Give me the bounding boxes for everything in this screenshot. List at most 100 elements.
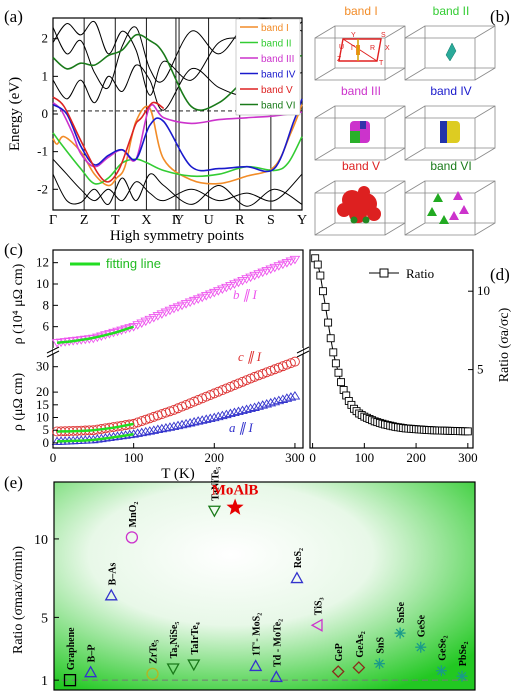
data-point-ratio [331, 359, 340, 368]
data-point-a [257, 400, 268, 409]
x-axis-label-a: High symmetry points [110, 228, 244, 244]
data-point-b [225, 282, 236, 291]
anisotropy-comparison-panel: 1 5 10 Graphene B–P B–As MnO₂ ZrTe₅ Ta₂NiSe₅ TaIr… [11, 467, 476, 691]
y-tick-label-a: 1 [42, 68, 49, 83]
data-point-b [208, 288, 220, 298]
material-marker [415, 641, 427, 653]
data-point-b [164, 306, 176, 316]
series-label-c: c ∥ I [238, 349, 262, 364]
legend-box-a [235, 18, 301, 116]
y-tick-label-c-lower: 10 [36, 410, 49, 425]
legend-label-a: band I [261, 23, 289, 34]
x-tick-label-d: 100 [355, 450, 375, 465]
fermi-box-title: band VI [430, 159, 471, 173]
data-point-a [192, 416, 204, 425]
brillouin-box-edge [314, 105, 336, 119]
panel-label-e: (e) [4, 473, 23, 492]
material-label: GeAs₂ [355, 631, 366, 657]
data-point-b [221, 283, 232, 293]
y-tick-label-a: -1 [37, 144, 48, 159]
y-tick-label-d: 5 [477, 362, 484, 377]
brillouin-box-edge [384, 105, 406, 119]
data-point-b [152, 312, 164, 321]
y-axis-ticks-a: -2 -1 0 1 2 [37, 31, 58, 196]
material-markers: 1 5 10 Graphene B–P B–As MnO₂ ZrTe₅ Ta₂NiSe₅ TaIr… [34, 467, 472, 689]
fermi-pocket [445, 42, 457, 62]
data-point-a [229, 407, 240, 417]
data-point-b [285, 257, 297, 266]
brillouin-box-edge [474, 67, 496, 81]
x-axis-label-c: T (K) [161, 466, 194, 482]
panel-label-d: (d) [490, 265, 510, 284]
data-point-a [200, 414, 212, 423]
y-tick-label-e: 1 [41, 674, 48, 689]
x-tick-label-c: 300 [285, 450, 305, 465]
legend-fit-label: fitting line [106, 256, 161, 271]
y-axis-label-c-upper: ρ (10⁴ μΩ cm) [11, 263, 26, 344]
data-point-a [156, 423, 168, 433]
data-point-b [237, 276, 248, 286]
material-marker [187, 659, 201, 672]
material-label-highlight: MoAlB [212, 483, 259, 499]
data-point-a [285, 392, 297, 401]
data-point-b [253, 270, 264, 279]
data-point-b [188, 296, 200, 306]
data-point-ratio [313, 260, 322, 269]
data-point-a [140, 426, 152, 436]
asterisk-stroke [416, 642, 426, 652]
material-label: SnS [375, 637, 386, 654]
material-marker [352, 661, 366, 675]
x-tick-label-c: 100 [124, 450, 144, 465]
material-label: MnO₂ [128, 502, 139, 528]
data-point-b [176, 301, 188, 311]
legend-label-a: band IV [261, 70, 296, 81]
axis-break-mark-left-1 [46, 346, 60, 354]
axis-break-mark-right-1 [296, 346, 310, 354]
data-point-b [273, 262, 285, 271]
data-point-a [289, 391, 301, 400]
data-point-a [208, 412, 220, 422]
data-point-a [176, 419, 188, 429]
material-label: GeP [334, 643, 345, 661]
bz-label: T [379, 60, 384, 67]
data-point-ratio [337, 378, 345, 387]
axis-ticks-d: 0 100 200 300 5 10 [309, 283, 490, 465]
brillouin-box-edge [314, 180, 336, 194]
legend-a: band I band II band III band IV band V band V… [235, 18, 301, 116]
brillouin-box-edge [474, 25, 496, 39]
material-marker [394, 627, 406, 639]
material-marker [249, 659, 263, 672]
data-point-a [168, 421, 180, 431]
axis-break-mark-right-2 [296, 350, 310, 358]
data-point-a [241, 404, 252, 413]
brillouin-box-edge [384, 147, 406, 161]
data-point-b [281, 259, 293, 268]
asterisk-stroke [457, 671, 467, 681]
y-tick-label-d: 10 [477, 283, 490, 298]
data-point-a [213, 411, 224, 421]
data-point-a [225, 408, 236, 418]
ratio-panel: 0 100 200 300 5 10 Ratio (σa/σc) Ratio [309, 249, 512, 465]
plot-frame-e [53, 481, 476, 691]
ratio-marks [311, 254, 472, 436]
x-tick-label-d: 0 [309, 450, 316, 465]
y-tick-label-e: 10 [34, 533, 48, 548]
material-marker [435, 665, 447, 677]
data-point-b [136, 319, 148, 328]
legend-label-a: band V [261, 85, 293, 96]
fermi-box-title: band III [341, 84, 381, 98]
brillouin-box-edge [474, 180, 496, 194]
data-point-b [261, 267, 273, 276]
bz-label: Z [337, 56, 342, 63]
y-tick-label-c-lower: 5 [43, 422, 50, 437]
y-axis-label-d: Ratio (σa/σc) [497, 307, 512, 382]
y-tick-label-a: 0 [42, 106, 49, 121]
bz-label: X [385, 45, 390, 52]
data-point-a [132, 428, 143, 437]
material-label: PbSe₂ [458, 642, 469, 667]
y-tick-label-c-lower: 0 [43, 435, 50, 450]
fermi-pocket [367, 207, 381, 221]
fermi-pocket [439, 215, 449, 224]
data-point-a [144, 426, 156, 435]
